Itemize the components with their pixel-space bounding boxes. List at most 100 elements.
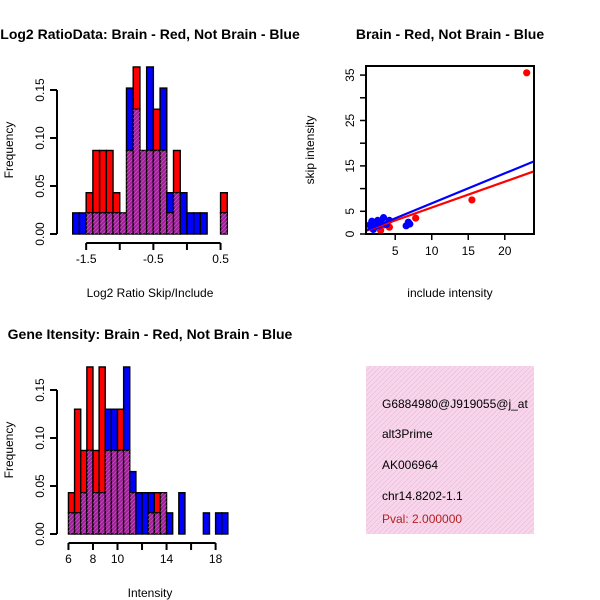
bar-brain: [153, 492, 162, 514]
bar-not-brain: [129, 470, 137, 494]
bar-overlap-hatch: [74, 512, 81, 534]
bar-overlap-hatch: [166, 212, 174, 234]
bar-not-brain: [165, 512, 174, 535]
bar-overlap-hatch: [160, 492, 167, 534]
bar-not-brain: [221, 512, 229, 535]
chromosome-location: chr14.8202-1.1: [382, 489, 463, 503]
bar-brain: [116, 408, 125, 452]
bar-brain: [172, 149, 181, 194]
splice-type: alt3Prime: [382, 427, 433, 441]
y-tick-label: 0.15: [33, 78, 47, 102]
bar-not-brain: [186, 212, 195, 235]
bar-overlap-hatch: [92, 212, 100, 234]
chart-title: Gene Itensity: Brain - Red, Not Brain - …: [8, 326, 293, 342]
bar-brain: [80, 449, 88, 494]
bar-overlap-hatch: [148, 512, 155, 534]
y-tick-label: 5: [343, 208, 357, 215]
scatter-marks: [366, 69, 534, 234]
axes: 6 8 10 14 18 0.00 0.05 0.10 0.15: [33, 378, 223, 566]
bar-overlap-hatch: [123, 450, 130, 534]
bar-overlap-hatch: [111, 450, 118, 534]
histogram-bars: [67, 366, 229, 535]
x-tick-label: 10: [425, 244, 439, 258]
y-tick-label: 0.05: [33, 474, 47, 498]
bar-overlap-hatch: [173, 192, 181, 234]
log2-ratio-histogram: Log2 RatioData: Brain - Red, Not Brain -…: [0, 26, 300, 300]
info-panel-background: [366, 366, 534, 534]
point-not-brain: [404, 218, 412, 226]
bar-brain: [132, 66, 141, 110]
y-tick-label: 15: [343, 159, 357, 173]
bar-not-brain: [214, 512, 223, 535]
x-tick-label: 15: [462, 244, 476, 258]
bar-overlap-hatch: [86, 212, 93, 234]
point-not-brain: [379, 214, 388, 222]
bar-not-brain: [78, 212, 87, 235]
y-tick-label: 0.00: [33, 222, 47, 246]
bar-overlap-hatch: [92, 492, 100, 534]
y-tick-label: 25: [343, 113, 357, 127]
bar-overlap-hatch: [117, 450, 124, 534]
bar-overlap-hatch: [80, 492, 87, 534]
gene-intensity-histogram: Gene Itensity: Brain - Red, Not Brain - …: [2, 326, 293, 600]
bar-overlap-hatch: [86, 450, 93, 534]
bar-not-brain: [72, 212, 81, 235]
x-axis-label: include intensity: [407, 286, 492, 300]
y-tick-label: 0.10: [33, 126, 47, 150]
bar-not-brain: [104, 408, 113, 452]
bar-overlap-hatch: [160, 150, 167, 234]
bar-not-brain: [125, 87, 134, 152]
x-tick-label: 20: [498, 244, 512, 258]
histogram-bars: [72, 66, 228, 235]
y-axis-label: skip intensity: [303, 116, 317, 185]
plot-frame: [365, 65, 535, 235]
y-axis-label: Frequency: [2, 422, 16, 479]
x-tick-label: -1.5: [76, 252, 97, 266]
bar-overlap-hatch: [105, 450, 112, 534]
bar-not-brain: [110, 408, 119, 452]
bar-overlap-hatch: [133, 109, 140, 234]
bar-not-brain: [147, 492, 155, 514]
bar-brain: [73, 408, 82, 514]
bar-brain: [112, 192, 121, 214]
x-tick-label: -0.5: [143, 252, 164, 266]
x-tick-label: 6: [65, 552, 72, 566]
x-tick-label: 0.5: [212, 252, 229, 266]
point-brain: [412, 214, 420, 222]
bar-brain: [92, 149, 101, 214]
bar-not-brain: [199, 212, 208, 235]
bar-overlap-hatch: [106, 212, 114, 234]
bar-overlap-hatch: [146, 150, 154, 234]
point-brain: [468, 196, 476, 204]
axes: -1.5 -0.5 0.5 0.00 0.05 0.10 0.15: [33, 78, 229, 266]
bar-brain: [92, 449, 100, 494]
bar-overlap-hatch: [129, 492, 136, 534]
bar-not-brain: [202, 512, 211, 535]
accession: AK006964: [382, 458, 438, 472]
bar-not-brain: [159, 87, 168, 152]
bar-not-brain: [145, 66, 155, 152]
y-tick-label: 0.10: [33, 426, 47, 450]
bar-overlap-hatch: [119, 212, 127, 234]
bar-overlap-hatch: [99, 212, 107, 234]
bar-not-brain: [166, 192, 175, 214]
x-axis-label: Log2 Ratio Skip/Include: [87, 286, 214, 300]
bar-not-brain: [179, 192, 188, 235]
fit-line-brain: [366, 170, 534, 232]
fit-line-not-brain: [366, 160, 534, 232]
probe-info-panel: G6884980@J919055@j_at alt3Prime AK006964…: [366, 366, 534, 534]
bar-brain: [86, 366, 94, 452]
p-value: Pval: 2.000000: [382, 512, 462, 526]
bar-brain: [152, 108, 161, 152]
point-not-brain: [372, 218, 380, 226]
bar-not-brain: [192, 212, 202, 235]
bar-not-brain: [135, 492, 143, 535]
bar-overlap-hatch: [139, 150, 147, 234]
intensity-scatter-plot: Brain - Red, Not Brain - Blue 5 10 15 20 0 5 1…: [303, 26, 544, 300]
bar-brain: [67, 492, 76, 514]
x-tick-label: 18: [209, 552, 223, 566]
x-tick-label: 8: [90, 552, 97, 566]
bar-overlap-hatch: [68, 512, 75, 534]
bar-not-brain: [178, 492, 186, 535]
